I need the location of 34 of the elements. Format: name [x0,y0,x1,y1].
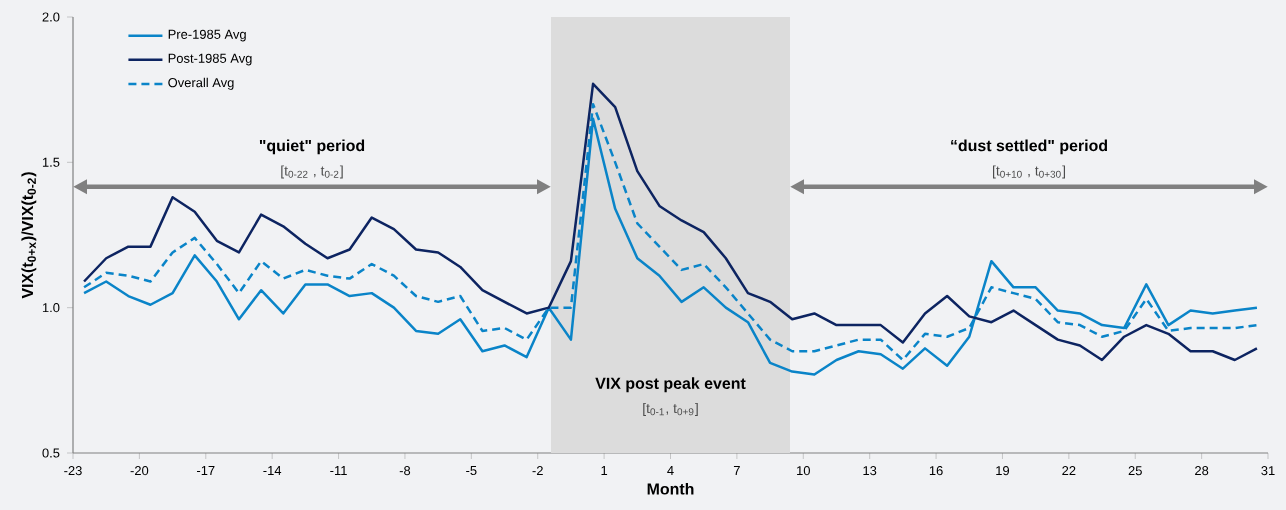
x-tick-label: -14 [263,466,282,475]
legend-label: Post-1985 Avg [168,53,252,66]
y-tick-label: 0.5 [42,448,60,458]
y-axis-title: VIX(t$_{0+x}$)/VIX(t$_{0-2}$) [21,172,37,299]
x-tick-label: -11 [330,466,347,475]
x-tick-label: 1 [601,466,608,475]
x-tick-label: 22 [1062,466,1076,476]
x-tick-label: 13 [863,466,877,476]
annotation: "quiet" period [259,139,365,155]
y-tick-label: 1.0 [42,303,60,313]
annotation: “dust settled" period [951,139,1108,155]
annotation: [t$_{0-22}$ , t$_{0-2}$] [281,165,343,179]
annotation: [t$_{0-1}$, t$_{0+9}$] [643,402,698,416]
x-tick-label: -8 [399,466,411,476]
x-tick-label: -2 [532,466,543,476]
x-tick-label: -23 [64,466,82,476]
x-tick-label: 28 [1195,466,1209,476]
x-tick-label: -5 [466,466,477,476]
band-label: VIX post peak event [595,377,746,393]
x-tick-label: 10 [797,466,810,476]
x-tick-label: 25 [1128,466,1142,476]
x-axis-title: Month [647,482,694,495]
x-tick-label: 4 [667,466,674,475]
y-tick-label: 2.0 [42,12,60,22]
x-tick-label: -17 [196,466,215,475]
x-tick-label: 19 [996,466,1010,476]
annotation: [t$_{0+10}$ , t$_{0+30}$] [993,165,1066,179]
legend-label: Overall Avg [168,77,234,90]
x-tick-label: 31 [1261,466,1275,476]
x-tick-label: 7 [733,466,740,475]
x-tick-label: -20 [130,466,149,476]
legend-label: Pre-1985 Avg [168,29,246,42]
x-tick-label: 16 [929,466,943,476]
y-tick-label: 1.5 [42,157,60,167]
